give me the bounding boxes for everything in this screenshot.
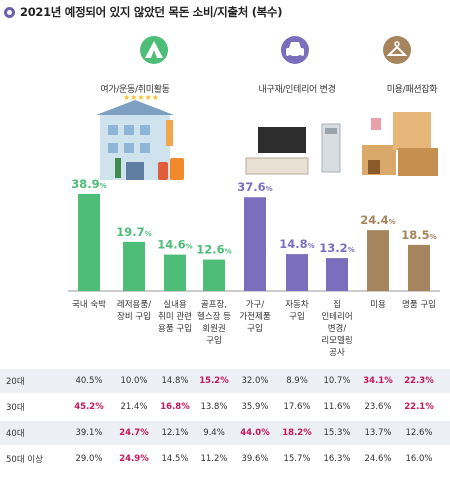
bullet-icon [4,6,15,18]
table-cell: 29.0% [75,454,103,464]
table-cell: 16.8% [160,402,190,412]
category-label-8: 명품 구입 [402,299,436,310]
table-cell: 11.6% [323,402,351,412]
table-cell: 13.7% [364,428,392,438]
value-label-5: 14.8% [279,237,314,251]
table-cell: 9.4% [203,428,225,438]
table-cell: 14.8% [161,376,189,386]
bar-2 [164,254,186,291]
table-cell: 24.9% [119,454,149,464]
table-cell: 16.0% [405,454,433,464]
bar-7 [367,230,389,291]
value-label-0: 38.9% [71,177,106,191]
table-cell: 10.7% [323,376,351,386]
car-icon [281,36,309,64]
table-cell: 14.5% [161,454,189,464]
table-cell: 21.4% [120,402,148,412]
value-label-1: 19.7% [116,225,151,239]
table-cell: 18.2% [282,428,312,438]
bar-6 [326,258,348,291]
bar-3 [203,259,225,291]
category-label-2: 실내용 취미 관련 용품 구입 [158,299,192,334]
table-cell: 24.6% [364,454,392,464]
svg-text:★★★★★: ★★★★★ [123,93,159,102]
category-label-7: 미용 [370,300,386,310]
table-cell: 22.1% [404,402,434,412]
group-label-leisure: 여가/운동/취미활동 [100,85,170,95]
bar-0 [78,194,100,291]
table-cell: 35.9% [241,402,269,412]
title-text: 2021년 예정되어 있지 않았던 목돈 소비/지출처 (복수) [20,5,283,19]
bar-chart: ★★★★★ 38.9% 국내 숙박 19.7% 레저용품/장비 구입 14.6% 실내용 취… [68,36,440,358]
tent-icon [140,36,168,64]
category-label-3: 골프장, 헬스장 등 회원권 구입 [197,299,231,346]
bar-4 [244,197,266,291]
age-label: 30대 [6,403,25,413]
age-label: 50대 이상 [6,455,43,465]
table-cell: 34.1% [363,376,393,386]
group-label-durables: 내구재/인테리어 변경 [258,85,336,95]
table-cell: 39.1% [75,428,103,438]
table-cell: 17.6% [283,402,311,412]
category-label-6: 집 인테리어 변경/리모델링 공사 [321,299,352,358]
table-cell: 10.0% [120,376,148,386]
category-label-1: 레저용품/장비 구입 [117,300,151,322]
table-cell: 39.6% [241,454,269,464]
table-cell: 15.7% [283,454,311,464]
category-label-0: 국내 숙박 [72,299,106,310]
table-cell: 22.3% [404,376,434,386]
value-label-8: 18.5% [401,228,436,242]
table-cell: 45.2% [74,402,104,412]
table-row: 50대 이상 29.0% 24.9% 14.5% 11.2% 39.6% 15.7% 16.3… [0,447,450,471]
table-row: 20대 40.5% 10.0% 14.8% 15.2% 32.0% 8.9% 10.7% 34.… [0,369,450,393]
table-cell: 15.2% [199,376,229,386]
bar-5 [286,254,308,291]
table-cell: 16.3% [323,454,351,464]
value-label-3: 12.6% [196,243,231,257]
table-cell: 15.3% [323,428,351,438]
bar-8 [408,244,430,291]
value-label-6: 13.2% [319,241,354,255]
table-cell: 8.9% [286,376,308,386]
table-cell: 44.0% [240,428,270,438]
table-cell: 23.6% [364,402,392,412]
table-row: 30대 45.2% 21.4% 16.8% 13.8% 35.9% 17.6% 11.6% 23… [0,395,450,419]
table-cell: 24.7% [119,428,149,438]
furniture-illustration [245,123,341,175]
age-label: 40대 [6,429,25,439]
table-cell: 13.8% [200,402,228,412]
category-label-4: 가구/가전제품 구입 [239,300,270,334]
bar-1 [123,241,145,291]
group-label-beauty: 미용/패션잡화 [386,85,438,95]
clothes-hanger-icon [383,36,411,64]
hotel-illustration: ★★★★★ [96,93,184,180]
value-label-4: 37.6% [237,180,272,194]
table-cell: 11.2% [200,454,228,464]
age-label: 20대 [6,377,25,387]
table-cell: 12.6% [405,428,433,438]
chart-title: 2021년 예정되어 있지 않았던 목돈 소비/지출처 (복수) [4,4,282,20]
fashion-illustration [362,112,438,176]
table-cell: 12.1% [161,428,189,438]
table-cell: 40.5% [75,376,103,386]
value-label-7: 24.4% [360,213,395,227]
table-cell: 32.0% [241,376,269,386]
value-label-2: 14.6% [157,238,192,252]
category-label-5: 자동차 구입 [285,300,309,322]
table-row: 40대 39.1% 24.7% 12.1% 9.4% 44.0% 18.2% 15.3% 13.… [0,421,450,445]
